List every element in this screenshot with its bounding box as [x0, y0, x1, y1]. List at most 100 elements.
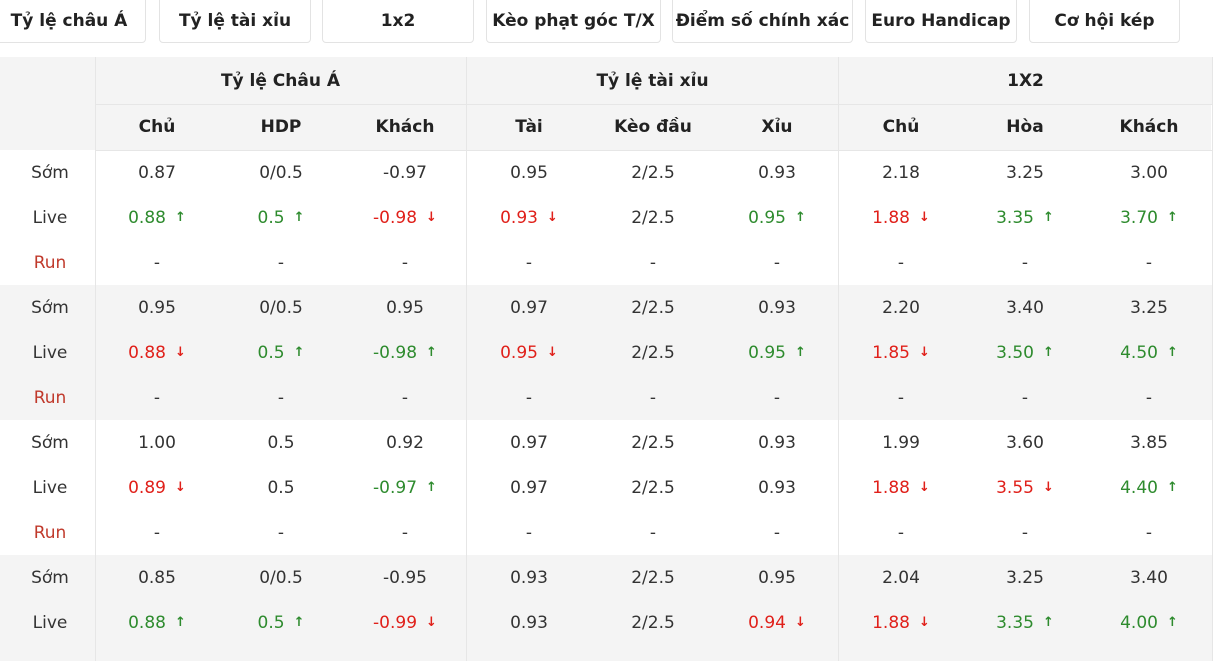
odds-cell[interactable]: 4.40 ↑: [1087, 465, 1211, 510]
odds-cell[interactable]: 2/2.5: [591, 195, 715, 240]
odds-cell[interactable]: 0.97: [467, 465, 591, 510]
odds-cell[interactable]: -0.97 ↑: [343, 465, 467, 510]
odds-cell[interactable]: -: [467, 240, 591, 285]
odds-cell[interactable]: 0.92: [343, 420, 467, 465]
odds-cell[interactable]: 0.94 ↓: [715, 600, 839, 645]
odds-cell[interactable]: 0.95 ↓: [467, 330, 591, 375]
odds-cell[interactable]: 0.93: [715, 465, 839, 510]
tab-1x2[interactable]: 1x2: [322, 0, 474, 43]
odds-cell[interactable]: 3.40: [963, 285, 1087, 330]
odds-cell[interactable]: 0.93: [715, 420, 839, 465]
odds-cell[interactable]: 2/2.5: [591, 420, 715, 465]
odds-cell[interactable]: 0.88 ↑: [95, 195, 219, 240]
odds-cell[interactable]: 2/2.5: [591, 285, 715, 330]
odds-cell[interactable]: 3.50 ↑: [963, 330, 1087, 375]
odds-cell[interactable]: 0.89 ↓: [95, 465, 219, 510]
row-label-run[interactable]: Run: [33, 252, 67, 273]
odds-cell[interactable]: -: [95, 375, 219, 420]
odds-cell[interactable]: 2/2.5: [591, 150, 715, 195]
odds-cell[interactable]: -: [715, 375, 839, 420]
odds-cell[interactable]: 3.35 ↑: [963, 600, 1087, 645]
odds-cell[interactable]: -: [95, 240, 219, 285]
odds-cell[interactable]: -: [591, 375, 715, 420]
odds-cell[interactable]: -: [591, 240, 715, 285]
odds-cell[interactable]: 3.25: [963, 555, 1087, 600]
odds-cell[interactable]: 0.87: [95, 150, 219, 195]
odds-cell[interactable]: -: [219, 375, 343, 420]
odds-cell[interactable]: -: [963, 375, 1087, 420]
odds-cell[interactable]: -: [1087, 375, 1211, 420]
odds-cell[interactable]: -: [839, 510, 963, 555]
odds-cell[interactable]: 3.25: [963, 150, 1087, 195]
odds-cell[interactable]: 3.25: [1087, 285, 1211, 330]
odds-cell[interactable]: 0.5 ↑: [219, 195, 343, 240]
odds-cell[interactable]: -0.98 ↓: [343, 195, 467, 240]
odds-cell[interactable]: -0.95: [343, 555, 467, 600]
odds-cell[interactable]: -: [467, 510, 591, 555]
odds-cell[interactable]: -0.97: [343, 150, 467, 195]
odds-cell[interactable]: 3.35 ↑: [963, 195, 1087, 240]
odds-cell[interactable]: 0.95: [467, 150, 591, 195]
odds-cell[interactable]: 0.97: [467, 285, 591, 330]
odds-cell[interactable]: -: [1087, 510, 1211, 555]
odds-cell[interactable]: 1.88 ↓: [839, 600, 963, 645]
odds-cell[interactable]: 0.95 ↑: [715, 330, 839, 375]
odds-cell[interactable]: -: [715, 240, 839, 285]
odds-cell[interactable]: 2/2.5: [591, 555, 715, 600]
odds-cell[interactable]: 0.97: [467, 420, 591, 465]
odds-cell[interactable]: 0.88 ↑: [95, 600, 219, 645]
odds-cell[interactable]: -: [715, 510, 839, 555]
odds-cell[interactable]: 1.00: [95, 420, 219, 465]
odds-cell[interactable]: 1.85 ↓: [839, 330, 963, 375]
odds-cell[interactable]: 2/2.5: [591, 465, 715, 510]
odds-cell[interactable]: -0.98 ↑: [343, 330, 467, 375]
odds-cell[interactable]: 0.95: [343, 285, 467, 330]
odds-cell[interactable]: 1.88 ↓: [839, 195, 963, 240]
odds-cell[interactable]: 2.04: [839, 555, 963, 600]
odds-cell[interactable]: 0.88 ↓: [95, 330, 219, 375]
odds-cell[interactable]: 3.70 ↑: [1087, 195, 1211, 240]
odds-cell[interactable]: 2/2.5: [591, 330, 715, 375]
odds-cell[interactable]: -: [219, 510, 343, 555]
odds-cell[interactable]: 0.93: [715, 285, 839, 330]
odds-cell[interactable]: 0.5 ↑: [219, 600, 343, 645]
odds-cell[interactable]: 1.88 ↓: [839, 465, 963, 510]
odds-cell[interactable]: -: [95, 510, 219, 555]
odds-cell[interactable]: 0/0.5: [219, 150, 343, 195]
tab-over-under[interactable]: Tỷ lệ tài xỉu: [159, 0, 311, 43]
odds-cell[interactable]: 4.00 ↑: [1087, 600, 1211, 645]
odds-cell[interactable]: 0.5: [219, 465, 343, 510]
row-label-run[interactable]: Run: [33, 387, 67, 408]
odds-cell[interactable]: 3.40: [1087, 555, 1211, 600]
odds-cell[interactable]: 4.50 ↑: [1087, 330, 1211, 375]
odds-cell[interactable]: -0.99 ↓: [343, 600, 467, 645]
scrollbar[interactable]: [1212, 57, 1219, 661]
odds-cell[interactable]: 0.93: [467, 600, 591, 645]
odds-cell[interactable]: -: [963, 240, 1087, 285]
odds-cell[interactable]: 0.93: [715, 150, 839, 195]
odds-cell[interactable]: 2.18: [839, 150, 963, 195]
odds-cell[interactable]: -: [343, 510, 467, 555]
odds-cell[interactable]: 0.85: [95, 555, 219, 600]
odds-cell[interactable]: 3.60: [963, 420, 1087, 465]
odds-cell[interactable]: 0/0.5: [219, 555, 343, 600]
odds-cell[interactable]: 1.99: [839, 420, 963, 465]
odds-cell[interactable]: 3.00: [1087, 150, 1211, 195]
odds-cell[interactable]: -: [839, 240, 963, 285]
odds-cell[interactable]: -: [467, 375, 591, 420]
tab-correct-score[interactable]: Điểm số chính xác: [672, 0, 853, 43]
odds-cell[interactable]: 0.95 ↑: [715, 195, 839, 240]
odds-cell[interactable]: 0.95: [715, 555, 839, 600]
odds-cell[interactable]: -: [591, 510, 715, 555]
odds-cell[interactable]: 3.55 ↓: [963, 465, 1087, 510]
tab-corner-over-under[interactable]: Kèo phạt góc T/X: [486, 0, 661, 43]
odds-cell[interactable]: -: [343, 375, 467, 420]
row-label-run[interactable]: Run: [33, 522, 67, 543]
odds-cell[interactable]: -: [1087, 240, 1211, 285]
odds-cell[interactable]: 0.93 ↓: [467, 195, 591, 240]
odds-cell[interactable]: 0.95: [95, 285, 219, 330]
odds-cell[interactable]: -: [963, 510, 1087, 555]
tab-double-chance[interactable]: Cơ hội kép: [1029, 0, 1180, 43]
tab-euro-handicap[interactable]: Euro Handicap: [865, 0, 1017, 43]
odds-cell[interactable]: 0/0.5: [219, 285, 343, 330]
